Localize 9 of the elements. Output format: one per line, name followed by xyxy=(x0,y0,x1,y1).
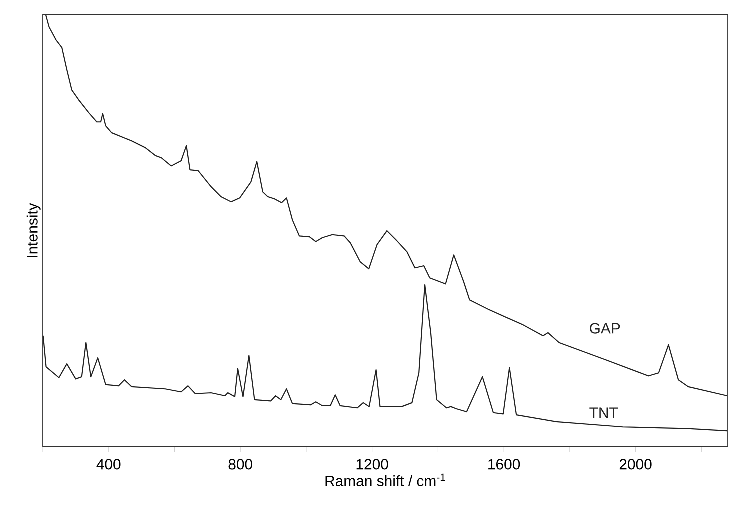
x-tick-label: 2000 xyxy=(620,459,652,470)
x-axis-title: Raman shift / cm$^{-1}$ xyxy=(326,474,446,486)
series-label: GAP xyxy=(590,323,620,334)
y-axis-title: Intensity xyxy=(26,203,41,258)
x-tick-label: 800 xyxy=(228,459,252,470)
x-tick-label: 400 xyxy=(96,459,121,470)
x-tick-label: 1200 xyxy=(356,459,388,470)
series-label: TNT xyxy=(590,408,618,418)
x-tick-label: 1600 xyxy=(488,459,520,470)
